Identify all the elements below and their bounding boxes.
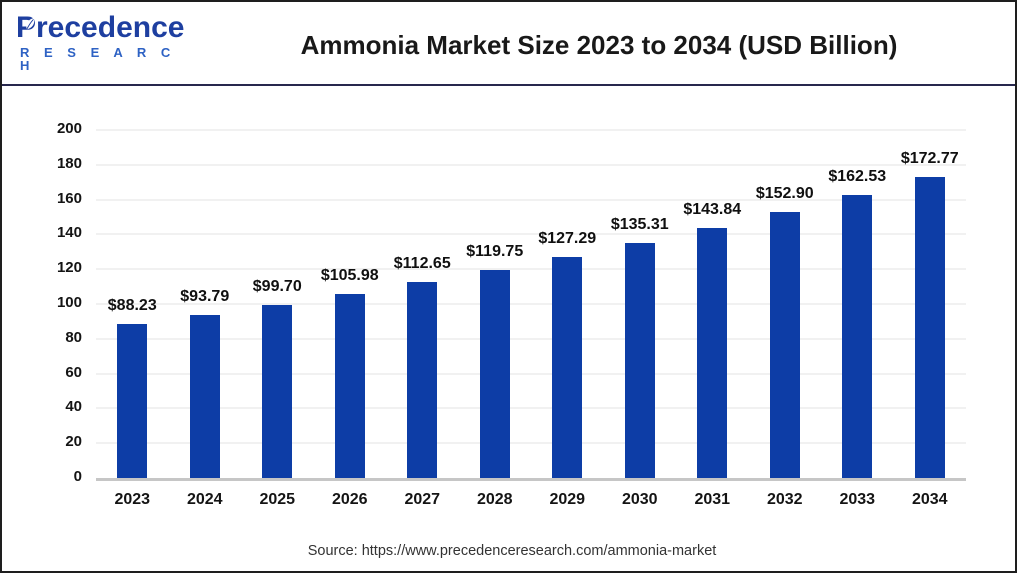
y-axis-tick-label: 120 bbox=[56, 259, 82, 277]
gridline bbox=[96, 442, 966, 445]
bar-value-label: $162.53 bbox=[828, 168, 887, 186]
precedence-logo: Precedence R E S E A R C H bbox=[16, 13, 186, 73]
bar bbox=[407, 281, 438, 478]
gridline bbox=[96, 407, 966, 410]
gridline bbox=[96, 303, 966, 305]
x-axis-year-label: 2027 bbox=[404, 491, 441, 508]
y-axis-tick-label: 200 bbox=[56, 120, 82, 137]
bar bbox=[624, 242, 655, 478]
y-axis-tick-label: 100 bbox=[56, 294, 82, 311]
leaf-icon bbox=[26, 17, 35, 30]
bar bbox=[262, 304, 293, 478]
bar bbox=[842, 195, 873, 478]
gridline bbox=[96, 337, 966, 340]
x-axis-year-label: 2030 bbox=[621, 491, 658, 508]
bar bbox=[189, 314, 220, 478]
x-axis-year-label: 2025 bbox=[259, 491, 296, 508]
gridline bbox=[96, 129, 966, 131]
gridline bbox=[96, 198, 966, 201]
bar-value-label: $135.31 bbox=[610, 215, 669, 233]
bar-value-label: $88.23 bbox=[107, 297, 157, 315]
bar-value-label: $99.70 bbox=[252, 277, 302, 295]
y-axis-tick-label: 60 bbox=[65, 363, 82, 381]
y-axis-tick-label: 140 bbox=[56, 224, 82, 242]
bar-value-label: $119.75 bbox=[466, 242, 524, 260]
x-axis-year-label: 2028 bbox=[476, 491, 513, 508]
bar-value-label: $93.79 bbox=[180, 287, 230, 305]
header-divider bbox=[2, 84, 1016, 86]
bar bbox=[334, 293, 365, 478]
x-axis-year-label: 2033 bbox=[839, 491, 876, 508]
x-axis-year-label: 2023 bbox=[114, 491, 151, 508]
gridline bbox=[96, 268, 966, 271]
y-axis-tick-label: 40 bbox=[65, 398, 82, 416]
bar bbox=[769, 211, 800, 478]
logo-brand-text: Precedence bbox=[16, 13, 186, 43]
bar-value-label: $152.90 bbox=[755, 184, 814, 202]
y-axis-tick-label: 80 bbox=[65, 328, 82, 346]
bar bbox=[697, 227, 728, 478]
gridline bbox=[96, 372, 966, 375]
source-text: Source: https://www.precedenceresearch.c… bbox=[307, 543, 717, 559]
gridline bbox=[96, 233, 966, 236]
header: Precedence R E S E A R C H Ammonia Marke… bbox=[2, 2, 1016, 84]
x-axis-year-label: 2034 bbox=[911, 491, 948, 508]
y-axis-tick-label: 160 bbox=[56, 189, 82, 207]
bar-value-label: $143.84 bbox=[683, 200, 742, 218]
bar bbox=[479, 269, 510, 478]
x-axis-year-label: 2032 bbox=[766, 491, 803, 508]
gridline bbox=[96, 163, 966, 166]
y-axis-tick-label: 0 bbox=[73, 468, 82, 485]
logo-research-text: R E S E A R C H bbox=[20, 45, 176, 73]
bar-value-label: $172.77 bbox=[900, 150, 959, 168]
y-axis-tick-label: 20 bbox=[65, 433, 82, 451]
x-axis-line bbox=[96, 478, 966, 481]
y-axis-tick-label: 180 bbox=[56, 154, 82, 172]
x-axis-year-label: 2024 bbox=[186, 491, 223, 508]
bar-value-label: $127.29 bbox=[538, 229, 597, 247]
bar-value-label: $112.65 bbox=[393, 254, 451, 272]
bar bbox=[117, 324, 148, 478]
bar bbox=[552, 256, 583, 478]
x-axis-year-label: 2031 bbox=[694, 491, 731, 508]
x-axis-year-label: 2026 bbox=[331, 491, 368, 508]
page-title: Ammonia Market Size 2023 to 2034 (USD Bi… bbox=[300, 30, 898, 60]
x-axis-year-label: 2029 bbox=[549, 491, 586, 508]
logo-brand-label: Precedence bbox=[16, 11, 185, 44]
bar bbox=[914, 177, 945, 478]
bar-value-label: $105.98 bbox=[320, 266, 379, 284]
